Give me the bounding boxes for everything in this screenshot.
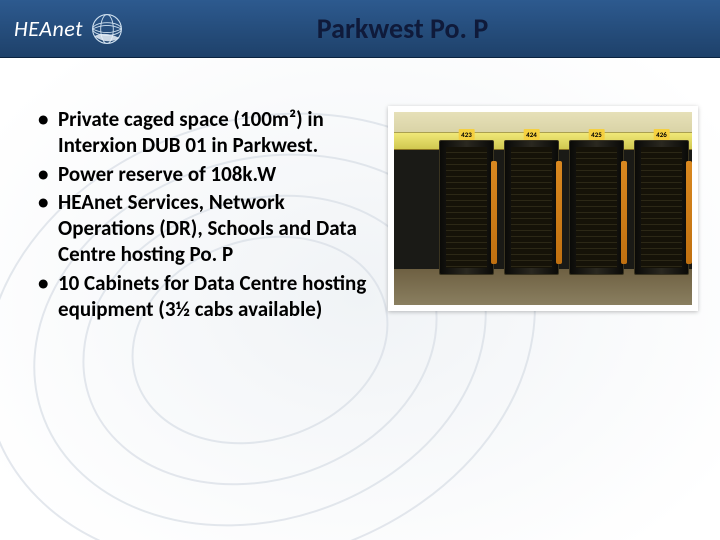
bullet-item: 10 Cabinets for Data Centre hosting equi… (36, 270, 376, 323)
rack-label: 425 (588, 129, 605, 140)
datacenter-image: 423 424 425 426 (388, 106, 698, 311)
bullet-item: HEAnet Services, Network Operations (DR)… (36, 189, 376, 268)
rack-label: 426 (653, 129, 670, 140)
logo-text: HEAnet (14, 15, 83, 42)
globe-icon (89, 11, 125, 47)
rack-label: 423 (458, 129, 475, 140)
slide-content: Private caged space (100m²) in Interxion… (0, 58, 720, 324)
slide-title: Parkwest Po. P (125, 11, 720, 46)
bullet-list: Private caged space (100m²) in Interxion… (36, 106, 376, 324)
rack-label: 424 (523, 129, 540, 140)
header-bar: HEAnet Parkwest Po. P (0, 0, 720, 58)
logo: HEAnet (14, 11, 125, 47)
bullet-item: Private caged space (100m²) in Interxion… (36, 106, 376, 159)
bullet-item: Power reserve of 108k.W (36, 161, 376, 187)
